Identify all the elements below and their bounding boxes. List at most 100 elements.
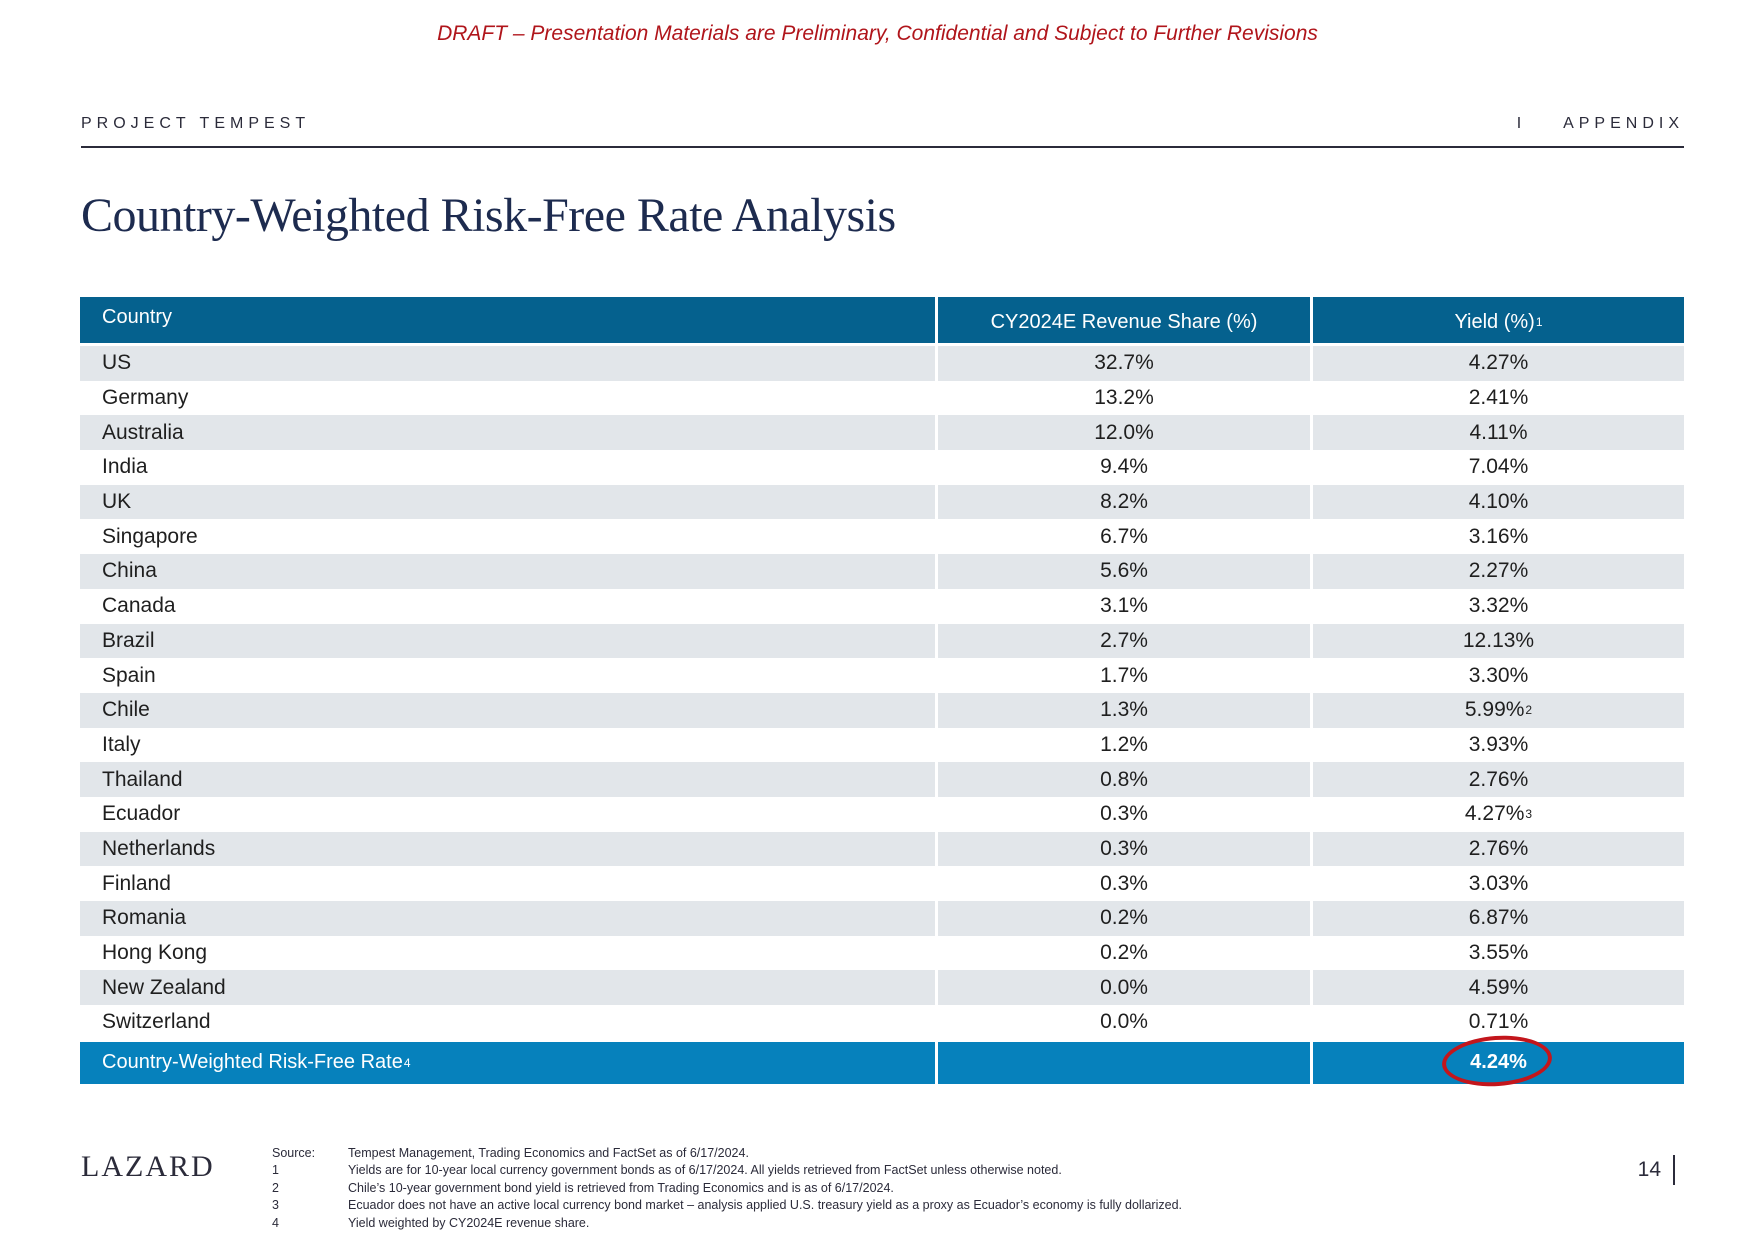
cell-revenue-share: 2.7%: [938, 623, 1310, 659]
cell-country: Thailand: [80, 762, 935, 797]
cell-yield-value: 4.10%: [1468, 490, 1529, 514]
total-share: [938, 1041, 1310, 1084]
cell-yield-value: 0.71%: [1468, 1010, 1529, 1034]
cell-revenue-share: 12.0%: [938, 415, 1310, 451]
column-header-yield: Yield (%) 1: [1313, 297, 1684, 343]
cell-revenue-share: 5.6%: [938, 554, 1310, 589]
cell-country: Singapore: [80, 519, 935, 555]
cell-country: Hong Kong: [80, 935, 935, 971]
table-row: Italy 1.2% 3.93%: [80, 727, 1684, 763]
cell-country: China: [80, 554, 935, 589]
table-row: Romania 0.2% 6.87%: [80, 901, 1684, 936]
cell-country: Brazil: [80, 623, 935, 659]
table-row: Hong Kong 0.2% 3.55%: [80, 935, 1684, 971]
cell-yield: 12.13%: [1313, 623, 1684, 659]
footnote-line: Source: Tempest Management, Trading Econo…: [272, 1144, 1182, 1162]
cell-revenue-share: 0.8%: [938, 762, 1310, 797]
page-title: Country-Weighted Risk-Free Rate Analysis: [81, 189, 896, 242]
table-row: Finland 0.3% 3.03%: [80, 866, 1684, 901]
cell-yield-value: 4.27%: [1468, 351, 1529, 375]
cell-yield-value: 4.59%: [1468, 975, 1529, 999]
table-total-row: Country-Weighted Risk-Free Rate 4 4.24%: [80, 1031, 1684, 1090]
draft-banner: DRAFT – Presentation Materials are Preli…: [437, 22, 1318, 45]
page-number-bar: [1673, 1155, 1675, 1185]
cell-yield: 3.30%: [1313, 658, 1684, 693]
cell-yield-value: 12.13%: [1462, 628, 1535, 652]
table-row: Switzerland 0.0% 0.71%: [80, 1005, 1684, 1040]
total-label-text: Country-Weighted Risk-Free Rate: [102, 1051, 403, 1074]
cell-yield-value: 7.04%: [1468, 455, 1529, 479]
highlight-circle: [1439, 1031, 1554, 1090]
cell-revenue-share: 0.3%: [938, 831, 1310, 867]
cell-yield: 3.55%: [1313, 935, 1684, 971]
table-row: India 9.4% 7.04%: [80, 450, 1684, 485]
cell-yield: 3.16%: [1313, 519, 1684, 555]
cell-country: Spain: [80, 658, 935, 693]
header-divider: [81, 146, 1684, 148]
cell-revenue-share: 1.3%: [938, 692, 1310, 728]
footnote-marker: 4: [403, 1055, 411, 1070]
cell-yield: 2.27%: [1313, 554, 1684, 589]
cell-yield-value: 4.27%: [1464, 802, 1525, 826]
table-row: Netherlands 0.3% 2.76%: [80, 831, 1684, 867]
cell-yield-value: 2.27%: [1468, 559, 1529, 583]
cell-revenue-share: 9.4%: [938, 450, 1310, 485]
table-row: Brazil 2.7% 12.13%: [80, 623, 1684, 659]
cell-yield: 0.71%: [1313, 1005, 1684, 1040]
cell-revenue-share: 3.1%: [938, 588, 1310, 624]
footnote-line: 3 Ecuador does not have an active local c…: [272, 1197, 1182, 1215]
column-header-country: Country: [80, 297, 935, 343]
project-label: PROJECT TEMPEST: [81, 115, 311, 132]
cell-revenue-share: 13.2%: [938, 380, 1310, 416]
cell-country: New Zealand: [80, 970, 935, 1006]
cell-country: UK: [80, 484, 935, 520]
table-header-row: Country CY2024E Revenue Share (%) Yield …: [80, 297, 1684, 343]
cell-country: Canada: [80, 588, 935, 624]
cell-yield: 3.03%: [1313, 866, 1684, 901]
cell-yield-value: 3.03%: [1468, 871, 1529, 895]
table-row: Spain 1.7% 3.30%: [80, 658, 1684, 693]
table-row: Australia 12.0% 4.11%: [80, 415, 1684, 451]
cell-revenue-share: 0.0%: [938, 1005, 1310, 1040]
cell-country: Finland: [80, 866, 935, 901]
cell-yield: 4.59%: [1313, 970, 1684, 1006]
cell-yield: 3.93%: [1313, 727, 1684, 763]
table-row: Thailand 0.8% 2.76%: [80, 762, 1684, 797]
cell-yield-value: 3.93%: [1468, 732, 1529, 756]
footnote-key: 4: [272, 1215, 279, 1230]
cell-yield-value: 3.30%: [1468, 663, 1529, 687]
table-row: Singapore 6.7% 3.16%: [80, 519, 1684, 555]
table-body: US 32.7% 4.27% Germany 13.2% 2.41% Australia 12…: [80, 346, 1684, 1040]
cell-yield-value: 5.99%: [1464, 698, 1525, 722]
footnote-key: 3: [272, 1198, 279, 1213]
footnote-key: 2: [272, 1180, 279, 1195]
lazard-logo: LAZARD: [81, 1150, 215, 1183]
risk-free-rate-table: Country CY2024E Revenue Share (%) Yield …: [80, 297, 1684, 1090]
total-yield: 4.24%: [1313, 1031, 1684, 1090]
total-yield-value: 4.24%: [1470, 1051, 1527, 1074]
footnote-text: Yield weighted by CY2024E revenue share.: [348, 1215, 590, 1230]
cell-country: Ecuador: [80, 796, 935, 832]
footnote-key: 1: [272, 1163, 279, 1178]
table-row: Canada 3.1% 3.32%: [80, 588, 1684, 624]
cell-yield: 2.76%: [1313, 831, 1684, 867]
cell-yield-value: 2.76%: [1468, 836, 1529, 860]
cell-country: Switzerland: [80, 1005, 935, 1040]
footnote-line: 1 Yields are for 10-year local currency g…: [272, 1162, 1182, 1180]
footnote-marker: 3: [1525, 807, 1533, 822]
cell-yield: 2.76%: [1313, 762, 1684, 797]
cell-country: Germany: [80, 380, 935, 416]
cell-yield-value: 2.76%: [1468, 767, 1529, 791]
cell-revenue-share: 32.7%: [938, 346, 1310, 381]
cell-country: Netherlands: [80, 831, 935, 867]
cell-revenue-share: 6.7%: [938, 519, 1310, 555]
table-row: UK 8.2% 4.10%: [80, 484, 1684, 520]
cell-yield: 4.10%: [1313, 484, 1684, 520]
cell-yield: 4.11%: [1313, 415, 1684, 451]
footnote-text: Yields are for 10-year local currency go…: [348, 1163, 1062, 1178]
table-row: US 32.7% 4.27%: [80, 346, 1684, 381]
cell-revenue-share: 0.2%: [938, 901, 1310, 936]
footnote-text: Tempest Management, Trading Economics an…: [348, 1145, 749, 1160]
column-header-yield-label: Yield (%): [1454, 310, 1535, 333]
cell-yield: 6.87%: [1313, 901, 1684, 936]
